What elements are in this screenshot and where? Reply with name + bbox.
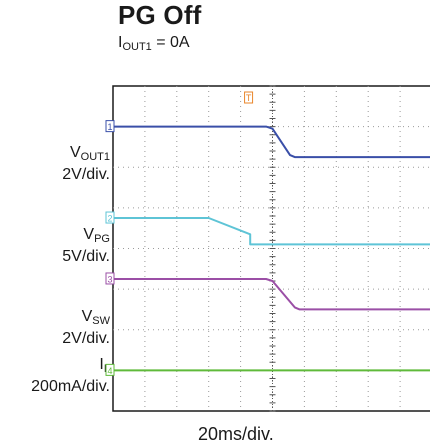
chart-subtitle: IOUT1 = 0A bbox=[118, 34, 190, 53]
trace-group bbox=[113, 125, 430, 372]
channel-marker-label: 4 bbox=[107, 366, 112, 376]
channel-scale: 2V/div. bbox=[62, 166, 110, 183]
channel-subscript: SW bbox=[92, 315, 110, 327]
channel-name: V bbox=[69, 144, 81, 161]
channel-marker-1 bbox=[105, 120, 115, 133]
marker-group: 1 2 3 4 T bbox=[105, 91, 254, 376]
channel-marker-3 bbox=[105, 272, 115, 285]
subtitle-prefix: I bbox=[118, 34, 123, 51]
subtitle-suffix: = 0A bbox=[151, 34, 190, 51]
channel-marker-label: 1 bbox=[107, 122, 112, 132]
channel-name: V bbox=[81, 308, 93, 325]
channel-scale: 2V/div. bbox=[62, 330, 110, 347]
chart-title: PG Off bbox=[118, 0, 202, 30]
channel-marker-label: 3 bbox=[107, 274, 112, 284]
channel-scale: 5V/div. bbox=[62, 248, 110, 265]
channel-name: V bbox=[83, 226, 95, 243]
trigger-marker-label: T bbox=[246, 93, 252, 103]
channel-label-vsw: VSW 2V/div. bbox=[62, 308, 110, 347]
x-axis-label: 20ms/div. bbox=[198, 424, 274, 444]
trace-vout1 bbox=[113, 125, 430, 159]
channel-label-vout1: VOUT1 2V/div. bbox=[62, 144, 110, 183]
channel-scale: 200mA/div. bbox=[31, 378, 110, 395]
channel-label-vpg: VPG 5V/div. bbox=[62, 226, 110, 265]
channel-marker-2 bbox=[105, 211, 115, 224]
subtitle-subscript: OUT1 bbox=[122, 41, 152, 53]
channel-name: I bbox=[99, 356, 104, 373]
trace-vpg bbox=[113, 217, 430, 246]
channel-subscript: PG bbox=[94, 233, 110, 245]
channel-marker-4 bbox=[105, 363, 115, 376]
trace-vsw bbox=[113, 278, 430, 311]
channel-subscript: OUT1 bbox=[80, 151, 110, 163]
channel-marker-label: 2 bbox=[107, 214, 112, 224]
trigger-marker bbox=[244, 91, 254, 104]
